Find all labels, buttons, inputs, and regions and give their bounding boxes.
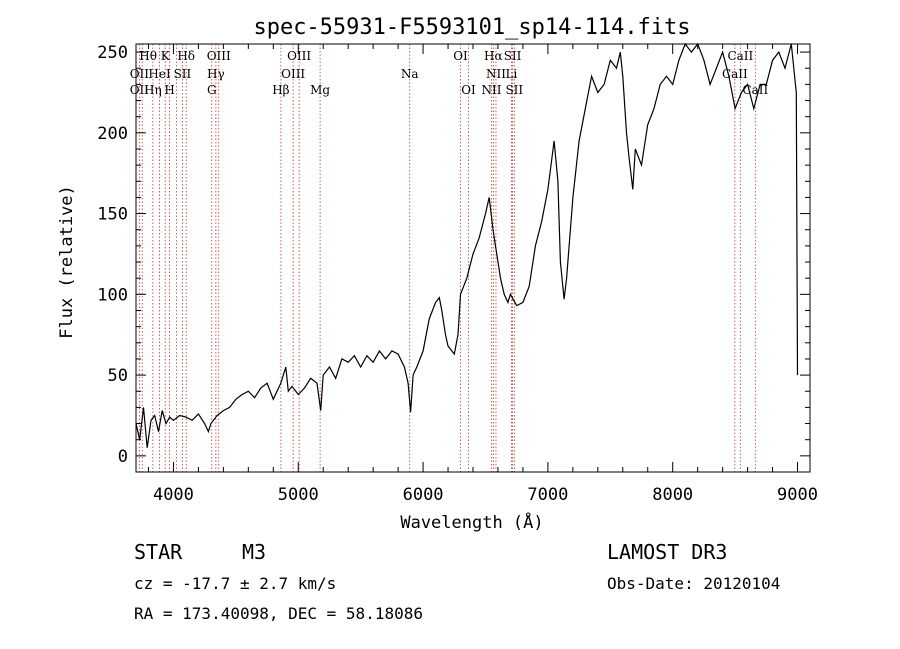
line-label: NII bbox=[481, 83, 501, 97]
y-axis-label: Flux (relative) bbox=[57, 185, 77, 339]
x-tick-label: 9000 bbox=[777, 485, 818, 505]
y-tick-label: 200 bbox=[97, 124, 128, 144]
line-label: SII bbox=[505, 83, 523, 97]
line-label: CaII bbox=[742, 83, 768, 97]
line-label: G bbox=[207, 83, 217, 97]
x-tick-label: 6000 bbox=[403, 485, 444, 505]
line-label: NII bbox=[486, 67, 506, 81]
line-label: Hα bbox=[484, 49, 503, 63]
line-label: OI bbox=[461, 83, 476, 97]
line-label: Li bbox=[506, 67, 518, 81]
velocity-readout: cz = -17.7 ± 2.7 km/s bbox=[134, 574, 337, 593]
line-label: OIII bbox=[281, 67, 305, 81]
axis-ticks: 4000 5000 6000 7000 8000 9000 0 50 100 150 200 250 bbox=[97, 43, 818, 505]
object-class: STAR bbox=[134, 540, 183, 564]
line-label: OIII bbox=[207, 49, 231, 63]
y-tick-label: 100 bbox=[97, 285, 128, 305]
line-label: Mg bbox=[310, 83, 330, 97]
spectrum-line bbox=[135, 42, 799, 448]
line-label: OII bbox=[130, 83, 150, 97]
line-label: K bbox=[161, 49, 171, 63]
line-label: OII bbox=[130, 67, 150, 81]
x-tick-label: 5000 bbox=[278, 485, 319, 505]
y-tick-label: 250 bbox=[97, 43, 128, 63]
observation-date: Obs-Date: 20120104 bbox=[607, 574, 781, 593]
x-tick-label: 7000 bbox=[527, 485, 568, 505]
y-tick-label: 50 bbox=[108, 366, 128, 386]
plot-frame bbox=[135, 43, 811, 473]
line-label: CaII bbox=[722, 67, 748, 81]
x-axis-label: Wavelength (Å) bbox=[400, 511, 543, 533]
line-label: HeI bbox=[148, 67, 171, 81]
line-label: Hδ bbox=[177, 49, 195, 63]
line-label: H bbox=[164, 83, 174, 97]
line-label: SII bbox=[174, 67, 192, 81]
line-label: Hη bbox=[144, 83, 162, 97]
coordinates: RA = 173.40098, DEC = 58.18086 bbox=[134, 604, 423, 623]
line-label: Hβ bbox=[272, 83, 289, 97]
line-label: Na bbox=[401, 67, 419, 81]
x-tick-label: 4000 bbox=[153, 485, 194, 505]
line-label: OI bbox=[453, 49, 468, 63]
line-label: SII bbox=[504, 49, 522, 63]
object-subclass: M3 bbox=[242, 540, 267, 564]
line-label: Hθ bbox=[139, 49, 157, 63]
y-tick-label: 0 bbox=[118, 447, 128, 467]
line-label: Hγ bbox=[207, 67, 225, 81]
line-label: OIII bbox=[287, 49, 311, 63]
chart-title: spec-55931-F5593101_sp14-114.fits bbox=[253, 15, 690, 40]
y-tick-label: 150 bbox=[97, 205, 128, 225]
line-label: CaII bbox=[727, 49, 753, 63]
x-tick-label: 8000 bbox=[652, 485, 693, 505]
survey-name: LAMOST DR3 bbox=[607, 540, 728, 564]
